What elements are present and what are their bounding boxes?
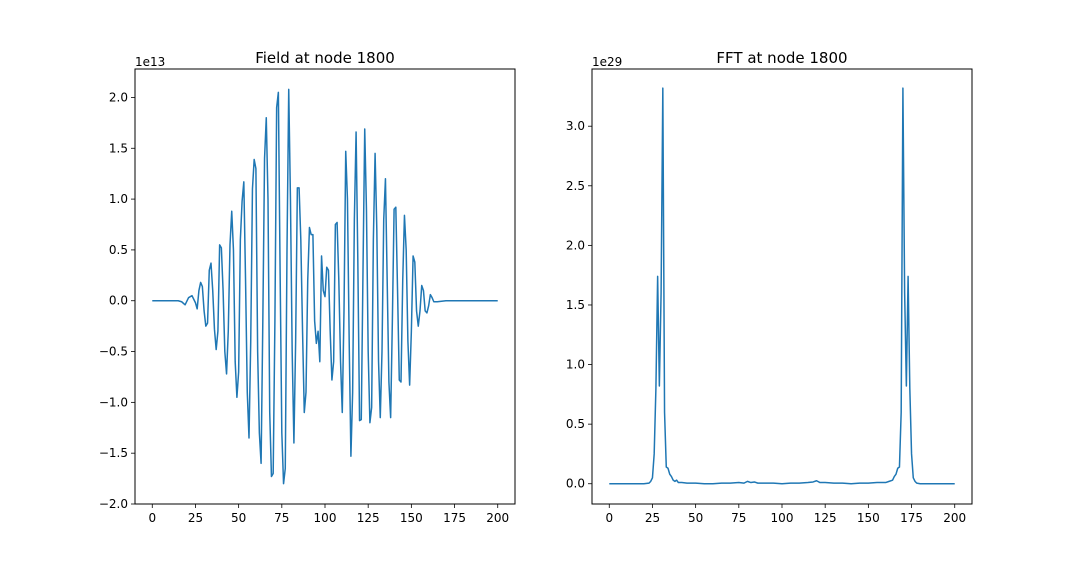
y-tick-label: 2.0 (566, 238, 585, 252)
chart-title: Field at node 1800 (255, 49, 395, 67)
x-tick-label: 175 (900, 511, 923, 525)
y-tick-label: 1.5 (566, 298, 585, 312)
x-tick-label: 0 (148, 511, 156, 525)
y-tick-label: 0.0 (566, 477, 585, 491)
y-tick-label: −1.0 (99, 395, 128, 409)
y-tick-label: 1.5 (109, 141, 128, 155)
axes-frame (591, 68, 973, 505)
y-tick-label: 1.0 (109, 192, 128, 206)
chart-title: FFT at node 1800 (716, 49, 847, 67)
axes-frame (134, 68, 516, 505)
y-tick-label: 3.0 (566, 119, 585, 133)
field-chart-panel: Field at node 1800 1e13 0 25 50 75 100 125 150… (99, 49, 516, 525)
x-tick-label: 150 (400, 511, 423, 525)
x-tick-label: 100 (314, 511, 337, 525)
y-tick-label: 0.0 (109, 294, 128, 308)
x-tick-label: 50 (231, 511, 246, 525)
y-tick-label: −1.5 (99, 446, 128, 460)
y-tick-label: −2.0 (99, 497, 128, 511)
x-tick-label: 0 (605, 511, 613, 525)
y-offset-label: 1e29 (592, 55, 622, 69)
field-series-line (152, 88, 498, 485)
fft-chart-panel: FFT at node 1800 1e29 0 25 50 75 100 125 150 17… (566, 49, 973, 525)
x-tick-label: 125 (814, 511, 837, 525)
y-tick-label: −0.5 (99, 345, 128, 359)
x-tick-label: 175 (443, 511, 466, 525)
x-tick-label: 125 (357, 511, 380, 525)
x-tick-label: 25 (188, 511, 203, 525)
y-tick-label: 1.0 (566, 358, 585, 372)
x-tick-label: 25 (645, 511, 660, 525)
y-tick-label: 0.5 (109, 243, 128, 257)
x-tick-label: 50 (688, 511, 703, 525)
y-tick-label: 0.5 (566, 417, 585, 431)
x-tick-label: 100 (771, 511, 794, 525)
x-tick-label: 200 (943, 511, 966, 525)
y-tick-label: 2.5 (566, 179, 585, 193)
axis-ticks: 0 25 50 75 100 125 150 175 200 −2.0 −1.5 −1.0 −0.5 0.… (99, 90, 509, 525)
y-tick-label: 2.0 (109, 90, 128, 104)
y-offset-label: 1e13 (135, 55, 165, 69)
fft-series-line (609, 87, 955, 485)
x-tick-label: 75 (274, 511, 289, 525)
x-tick-label: 150 (857, 511, 880, 525)
x-tick-label: 75 (731, 511, 746, 525)
x-tick-label: 200 (486, 511, 509, 525)
axis-ticks: 0 25 50 75 100 125 150 175 200 0.0 0.5 1.0 1.5 2.0 2.5… (566, 119, 966, 525)
